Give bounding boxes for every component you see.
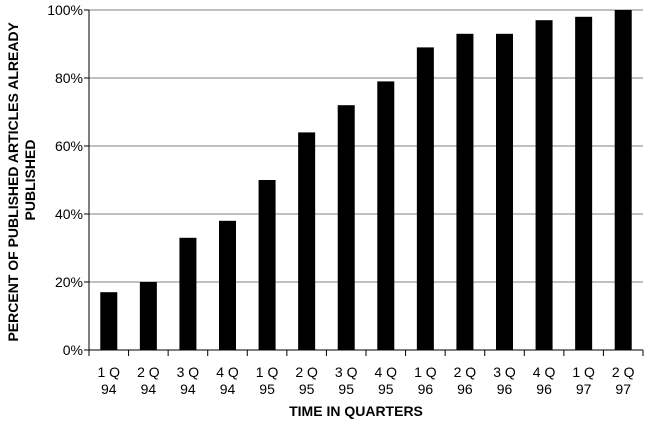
x-tick-label: 4 Q 96: [533, 364, 556, 397]
x-tick-label: 2 Q 95: [295, 364, 318, 397]
bar: [416, 47, 434, 351]
bar: [298, 132, 316, 350]
x-tick-label: 2 Q 97: [612, 364, 635, 397]
bar: [100, 292, 118, 350]
x-tick-label: 1 Q 96: [414, 364, 437, 397]
x-tick-label: 4 Q 95: [374, 364, 397, 397]
y-axis-title-line-2: PUBLISHED: [22, 140, 38, 221]
y-axis-title-line-1: PERCENT OF PUBLISHED ARTICLES ALREADY: [5, 21, 21, 341]
bar: [337, 105, 355, 350]
bar: [614, 10, 632, 350]
x-tick-label: 3 Q 94: [177, 364, 200, 397]
bar: [377, 81, 395, 351]
bar: [258, 180, 276, 350]
bar: [219, 220, 236, 350]
x-tick-label: 1 Q 95: [256, 364, 279, 397]
bars: [100, 10, 632, 351]
y-tick-label: 60%: [55, 138, 83, 154]
x-tick-labels: 1 Q 94 2 Q 94 3 Q 94 4 Q 94 1 Q 95 2 Q 95 3 Q 95 4 Q 95…: [88, 350, 644, 397]
x-tick-label: 1 Q 97: [572, 364, 595, 397]
bar: [456, 33, 474, 351]
bar: [139, 282, 157, 350]
bar: [535, 20, 553, 350]
y-tick-label: 20%: [55, 274, 83, 290]
x-tick-label: 1 Q 94: [97, 364, 120, 397]
x-tick-label: 2 Q 94: [137, 364, 160, 397]
y-tick-label: 80%: [55, 70, 83, 86]
y-tick-label: 40%: [55, 206, 83, 222]
bar: [575, 16, 593, 351]
x-axis-title: TIME IN QUARTERS: [289, 403, 423, 419]
y-tick-labels: 0% 20% 40% 60% 80% 100%: [47, 2, 89, 358]
x-tick-label: 3 Q 95: [335, 364, 358, 397]
y-tick-label: 100%: [47, 2, 83, 18]
y-axis-title: PERCENT OF PUBLISHED ARTICLES ALREADY PU…: [5, 18, 38, 341]
bar: [179, 237, 197, 350]
gridlines: [89, 9, 643, 283]
x-tick-label: 2 Q 96: [454, 364, 477, 397]
x-tick-label: 3 Q 96: [493, 364, 516, 397]
y-tick-label: 0%: [63, 342, 83, 358]
bar: [496, 33, 513, 351]
x-tick-label: 4 Q 94: [216, 364, 239, 397]
